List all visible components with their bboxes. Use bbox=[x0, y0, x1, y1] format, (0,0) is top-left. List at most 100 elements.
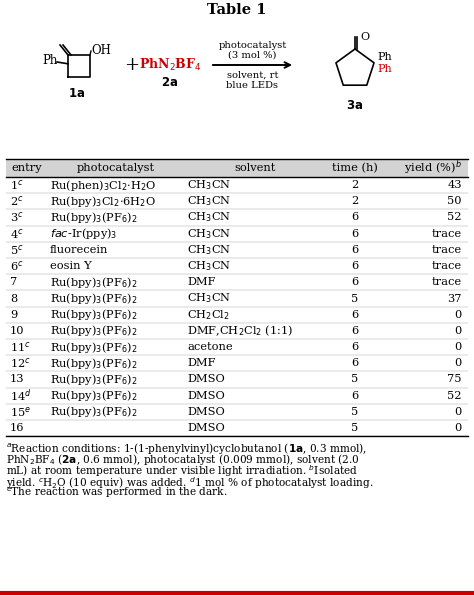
Bar bbox=[6, 209, 468, 226]
Text: +: + bbox=[125, 56, 139, 74]
Text: 5: 5 bbox=[351, 374, 359, 384]
Text: 6: 6 bbox=[351, 261, 359, 271]
Text: Ru(bpy)$_{3}$(PF$_{6}$)$_{2}$: Ru(bpy)$_{3}$(PF$_{6}$)$_{2}$ bbox=[50, 291, 137, 306]
Text: PhN$_{2}$BF$_{4}$ ($\mathbf{2a}$, 0.6 mmol), photocatalyst (0.009 mmol), solvent: PhN$_{2}$BF$_{4}$ ($\mathbf{2a}$, 0.6 mm… bbox=[6, 452, 360, 468]
Bar bbox=[6, 371, 468, 387]
Text: OH: OH bbox=[91, 45, 111, 58]
Text: DMF: DMF bbox=[187, 277, 216, 287]
Text: time (h): time (h) bbox=[332, 163, 378, 173]
Bar bbox=[6, 177, 468, 193]
Text: blue LEDs: blue LEDs bbox=[227, 80, 279, 89]
Text: 2: 2 bbox=[351, 180, 359, 190]
Text: 6: 6 bbox=[351, 245, 359, 255]
Text: $\mathbf{2a}$: $\mathbf{2a}$ bbox=[162, 77, 179, 89]
Text: 6: 6 bbox=[351, 391, 359, 400]
Text: 0: 0 bbox=[455, 342, 462, 352]
Text: CH$_{3}$CN: CH$_{3}$CN bbox=[187, 259, 231, 273]
Text: 14$^{d}$: 14$^{d}$ bbox=[10, 387, 32, 404]
Bar bbox=[6, 226, 468, 242]
Bar bbox=[6, 387, 468, 404]
Bar bbox=[6, 193, 468, 209]
Text: 5: 5 bbox=[351, 423, 359, 433]
Text: 3$^{c}$: 3$^{c}$ bbox=[10, 211, 24, 224]
Text: O: O bbox=[360, 32, 369, 42]
Text: 2$^{c}$: 2$^{c}$ bbox=[10, 195, 24, 208]
Text: 6: 6 bbox=[351, 310, 359, 320]
Text: 75: 75 bbox=[447, 374, 462, 384]
Text: DMSO: DMSO bbox=[187, 391, 225, 400]
Text: Ph: Ph bbox=[377, 64, 392, 74]
Text: entry: entry bbox=[12, 163, 42, 173]
Text: 0: 0 bbox=[455, 358, 462, 368]
Text: 6: 6 bbox=[351, 228, 359, 239]
Text: Ru(bpy)$_{3}$Cl$_{2}$$\cdot$6H$_{2}$O: Ru(bpy)$_{3}$Cl$_{2}$$\cdot$6H$_{2}$O bbox=[50, 194, 156, 209]
Text: 10: 10 bbox=[10, 326, 25, 336]
Bar bbox=[6, 306, 468, 323]
Text: 5$^{c}$: 5$^{c}$ bbox=[10, 243, 24, 257]
Text: photocatalyst: photocatalyst bbox=[77, 163, 155, 173]
Text: DMSO: DMSO bbox=[187, 407, 225, 417]
Text: DMF,CH$_{2}$Cl$_{2}$ (1:1): DMF,CH$_{2}$Cl$_{2}$ (1:1) bbox=[187, 324, 293, 338]
Text: $\mathbf{3a}$: $\mathbf{3a}$ bbox=[346, 99, 364, 112]
Text: DMF: DMF bbox=[187, 358, 216, 368]
Text: (3 mol %): (3 mol %) bbox=[228, 51, 277, 60]
Text: CH$_{3}$CN: CH$_{3}$CN bbox=[187, 292, 231, 305]
Text: CH$_{3}$CN: CH$_{3}$CN bbox=[187, 195, 231, 208]
Bar bbox=[6, 355, 468, 371]
Text: 16: 16 bbox=[10, 423, 25, 433]
Text: trace: trace bbox=[432, 245, 462, 255]
Bar bbox=[6, 242, 468, 258]
Text: 6: 6 bbox=[351, 358, 359, 368]
Text: Ph: Ph bbox=[377, 52, 392, 62]
Text: Ru(bpy)$_{3}$(PF$_{6}$)$_{2}$: Ru(bpy)$_{3}$(PF$_{6}$)$_{2}$ bbox=[50, 324, 137, 339]
Bar bbox=[6, 258, 468, 274]
Text: CH$_{3}$CN: CH$_{3}$CN bbox=[187, 243, 231, 257]
Text: fluorecein: fluorecein bbox=[50, 245, 109, 255]
Text: 11$^{c}$: 11$^{c}$ bbox=[10, 340, 31, 354]
Text: 43: 43 bbox=[447, 180, 462, 190]
Text: yield (%)$^{b}$: yield (%)$^{b}$ bbox=[404, 159, 462, 177]
Text: Ru(bpy)$_{3}$(PF$_{6}$)$_{2}$: Ru(bpy)$_{3}$(PF$_{6}$)$_{2}$ bbox=[50, 210, 137, 225]
Text: 6$^{c}$: 6$^{c}$ bbox=[10, 259, 24, 273]
Text: CH$_{3}$CN: CH$_{3}$CN bbox=[187, 227, 231, 240]
Text: DMSO: DMSO bbox=[187, 423, 225, 433]
Text: 6: 6 bbox=[351, 342, 359, 352]
Text: solvent, rt: solvent, rt bbox=[227, 70, 278, 80]
Text: solvent: solvent bbox=[234, 163, 276, 173]
Text: Ru(bpy)$_{3}$(PF$_{6}$)$_{2}$: Ru(bpy)$_{3}$(PF$_{6}$)$_{2}$ bbox=[50, 275, 137, 290]
Text: Ru(phen)$_{3}$Cl$_{2}$$\cdot$H$_{2}$O: Ru(phen)$_{3}$Cl$_{2}$$\cdot$H$_{2}$O bbox=[50, 177, 156, 193]
Text: 7: 7 bbox=[10, 277, 17, 287]
Text: Ru(bpy)$_{3}$(PF$_{6}$)$_{2}$: Ru(bpy)$_{3}$(PF$_{6}$)$_{2}$ bbox=[50, 340, 137, 355]
Text: photocatalyst: photocatalyst bbox=[219, 40, 287, 49]
Text: 8: 8 bbox=[10, 293, 17, 303]
Text: trace: trace bbox=[432, 261, 462, 271]
Text: mL) at room temperature under visible light irradiation. $^{b}$Isolated: mL) at room temperature under visible li… bbox=[6, 464, 358, 480]
Bar bbox=[6, 323, 468, 339]
Text: 13: 13 bbox=[10, 374, 25, 384]
Text: 6: 6 bbox=[351, 326, 359, 336]
Text: 0: 0 bbox=[455, 310, 462, 320]
Text: 6: 6 bbox=[351, 212, 359, 223]
Text: 12$^{c}$: 12$^{c}$ bbox=[10, 356, 31, 370]
Bar bbox=[6, 274, 468, 290]
Text: PhN$_2$BF$_4$: PhN$_2$BF$_4$ bbox=[139, 57, 201, 73]
Text: Ph: Ph bbox=[42, 54, 57, 67]
Text: 9: 9 bbox=[10, 310, 17, 320]
Text: 4$^{c}$: 4$^{c}$ bbox=[10, 227, 24, 241]
Text: trace: trace bbox=[432, 228, 462, 239]
Text: 2: 2 bbox=[351, 196, 359, 206]
Text: $\mathit{fac}$-Ir(ppy)$_{3}$: $\mathit{fac}$-Ir(ppy)$_{3}$ bbox=[50, 226, 118, 241]
Text: 52: 52 bbox=[447, 391, 462, 400]
Text: 0: 0 bbox=[455, 423, 462, 433]
Text: yield. $^{c}$H$_{2}$O (10 equiv) was added. $^{d}$1 mol % of photocatalyst loadi: yield. $^{c}$H$_{2}$O (10 equiv) was add… bbox=[6, 475, 374, 491]
Text: Ru(bpy)$_{3}$(PF$_{6}$)$_{2}$: Ru(bpy)$_{3}$(PF$_{6}$)$_{2}$ bbox=[50, 372, 137, 387]
Bar bbox=[6, 404, 468, 420]
Text: 1$^{c}$: 1$^{c}$ bbox=[10, 178, 24, 192]
Bar bbox=[6, 290, 468, 306]
Text: 5: 5 bbox=[351, 293, 359, 303]
Text: Ru(bpy)$_{3}$(PF$_{6}$)$_{2}$: Ru(bpy)$_{3}$(PF$_{6}$)$_{2}$ bbox=[50, 388, 137, 403]
Text: 5: 5 bbox=[351, 407, 359, 417]
Text: Ru(bpy)$_{3}$(PF$_{6}$)$_{2}$: Ru(bpy)$_{3}$(PF$_{6}$)$_{2}$ bbox=[50, 405, 137, 419]
Text: 0: 0 bbox=[455, 407, 462, 417]
Text: trace: trace bbox=[432, 277, 462, 287]
